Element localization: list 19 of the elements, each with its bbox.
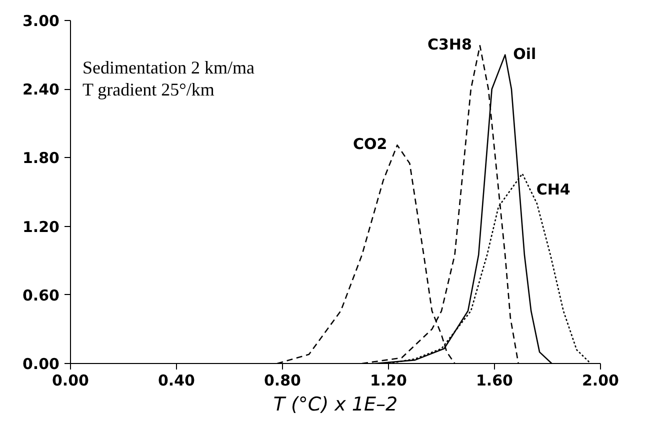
series-label: C3H8 [427,36,472,54]
series-label: Oil [513,44,536,63]
y-tick-label: 0.00 [22,355,60,373]
series-label: CH4 [536,180,570,199]
x-tick-label: 2.00 [582,372,620,390]
annotation: Sedimentation 2 km/ma [82,58,254,78]
y-tick-label: 1.80 [22,149,60,168]
y-tick-label: 3.00 [22,12,60,30]
x-axis-title: T (°C) x 1E–2 [273,394,398,416]
x-tick-label: 1.20 [370,372,408,390]
annotation: T gradient 25°/km [82,80,214,100]
x-tick-label: 0.40 [158,372,196,390]
x-tick-label: 1.60 [476,372,514,390]
y-tick-label: 0.60 [22,286,60,304]
x-tick-label: 0.00 [52,372,90,390]
y-tick-label: 1.20 [22,218,60,236]
series-label: CO2 [353,135,388,154]
x-tick-label: 0.80 [264,372,302,390]
y-tick-label: 2.40 [22,80,60,99]
